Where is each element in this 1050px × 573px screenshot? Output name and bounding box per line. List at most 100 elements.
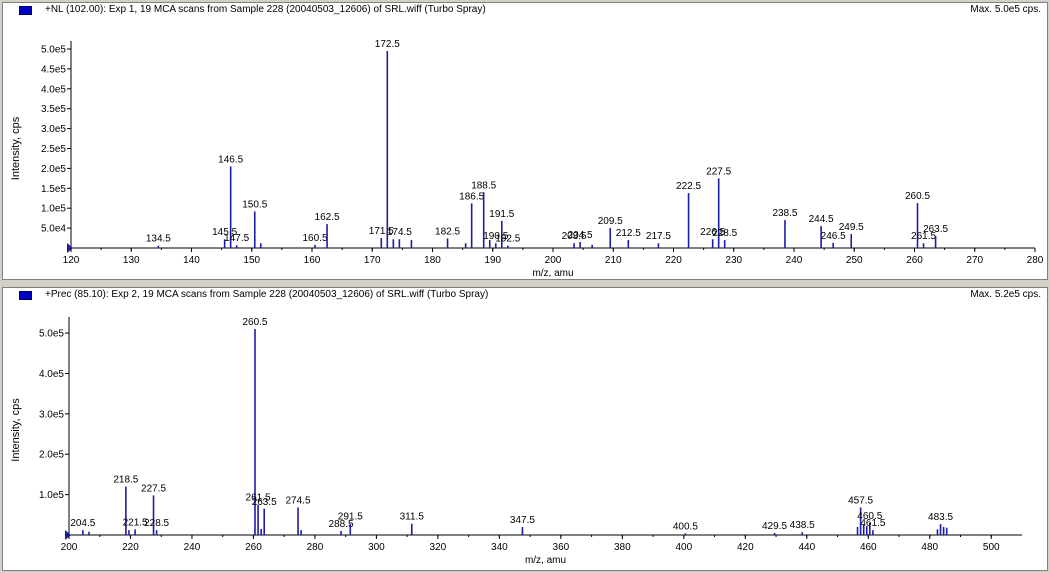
x-tick-label: 160	[304, 255, 321, 266]
peak-label: 204.5	[568, 230, 593, 241]
peak-label: 461.5	[860, 518, 885, 529]
x-tick-label: 220	[122, 542, 139, 553]
x-tick-label: 480	[921, 542, 938, 553]
x-tick-label: 220	[665, 255, 682, 266]
y-tick-label: 5.0e4	[41, 224, 66, 235]
peak-label: 174.5	[387, 227, 412, 238]
x-tick-label: 120	[63, 255, 80, 266]
x-tick-label: 340	[491, 542, 508, 553]
x-tick-label: 240	[786, 255, 803, 266]
x-axis-title: m/z, amu	[525, 555, 566, 566]
peak-label: 457.5	[848, 496, 873, 507]
x-tick-label: 240	[184, 542, 201, 553]
x-tick-label: 260	[245, 542, 262, 553]
y-tick-label: 2.0e5	[39, 450, 64, 461]
peak-label: 400.5	[673, 521, 698, 532]
y-tick-label: 4.5e5	[41, 64, 66, 75]
x-tick-label: 300	[368, 542, 385, 553]
x-tick-label: 380	[614, 542, 631, 553]
x-tick-label: 280	[307, 542, 324, 553]
panel-header: +Prec (85.10): Exp 2, 19 MCA scans from …	[3, 288, 1047, 302]
peak-label: 188.5	[471, 180, 496, 191]
peak-label: 249.5	[839, 222, 864, 233]
baseline-marker-icon	[65, 530, 71, 540]
peak-label: 162.5	[315, 212, 340, 223]
y-tick-label: 3.0e5	[41, 124, 66, 135]
peak-label: 228.5	[712, 228, 737, 239]
mass-spectrum-chart-1[interactable]: 120 130 140 150 160 170 180 190 200 210 220 230 240 2…	[3, 3, 1047, 279]
spectrum-panel-prec[interactable]: +Prec (85.10): Exp 2, 19 MCA scans from …	[2, 287, 1048, 571]
peak-label: 160.5	[302, 233, 327, 244]
x-tick-label: 440	[798, 542, 815, 553]
x-tick-label: 210	[605, 255, 622, 266]
peak-label: 260.5	[242, 317, 267, 328]
peak-label: 263.5	[923, 224, 948, 235]
y-tick-label: 3.0e5	[39, 409, 64, 420]
peak-label: 274.5	[286, 496, 311, 507]
peak-label: 460.5	[857, 511, 882, 522]
peak-label: 192.5	[495, 234, 520, 245]
x-tick-label: 500	[983, 542, 1000, 553]
peak-label: 191.5	[489, 209, 514, 220]
peak-label: 222.5	[676, 181, 701, 192]
y-tick-label: 1.5e5	[41, 184, 66, 195]
panel-title: +NL (102.00): Exp 1, 19 MCA scans from S…	[45, 4, 486, 15]
peak-label: 146.5	[218, 154, 243, 165]
peak-label: 238.5	[772, 208, 797, 219]
x-tick-label: 260	[906, 255, 923, 266]
y-tick-label: 1.0e5	[41, 204, 66, 215]
panel-title: +Prec (85.10): Exp 2, 19 MCA scans from …	[45, 289, 489, 300]
x-tick-label: 130	[123, 255, 140, 266]
peak-label: 204.5	[70, 518, 95, 529]
x-tick-label: 250	[846, 255, 863, 266]
peak-label: 190.5	[483, 231, 508, 242]
peak-label: 246.5	[821, 231, 846, 242]
x-tick-label: 140	[183, 255, 200, 266]
y-tick-label: 2.5e5	[41, 144, 66, 155]
max-intensity-label: Max. 5.0e5 cps.	[970, 4, 1041, 15]
peak-label: 212.5	[616, 228, 641, 239]
y-tick-label: 1.0e5	[39, 490, 64, 501]
peak-label: 171.5	[369, 226, 394, 237]
peak-label: 438.5	[790, 520, 815, 531]
y-axis-title: Intensity, cps	[10, 116, 22, 180]
x-tick-label: 180	[424, 255, 441, 266]
max-intensity-label: Max. 5.2e5 cps.	[970, 289, 1041, 300]
peak-label: 288.5	[329, 519, 354, 530]
peak-label: 145.5	[212, 227, 237, 238]
y-tick-label: 2.0e5	[41, 164, 66, 175]
peak-label: 244.5	[809, 214, 834, 225]
mass-spectrum-chart-2[interactable]: 200 220 240 260 280 300 320 340 360 380 400 420 440 4…	[3, 288, 1047, 570]
peak-label: 291.5	[338, 512, 363, 523]
peak-label: 217.5	[646, 231, 671, 242]
spectrum-panel-nl[interactable]: +NL (102.00): Exp 1, 19 MCA scans from S…	[2, 2, 1048, 280]
x-axis-title: m/z, amu	[532, 268, 573, 279]
peak-label: 228.5	[144, 518, 169, 529]
y-tick-label: 5.0e5	[39, 329, 64, 340]
trace-color-icon[interactable]	[19, 6, 32, 15]
baseline-marker-icon	[67, 243, 73, 253]
x-tick-label: 320	[430, 542, 447, 553]
peak-label: 227.5	[141, 483, 166, 494]
panel-header: +NL (102.00): Exp 1, 19 MCA scans from S…	[3, 3, 1047, 17]
x-tick-label: 200	[545, 255, 562, 266]
peak-label: 429.5	[762, 521, 787, 532]
peak-label: 263.5	[252, 497, 277, 508]
x-tick-label: 190	[484, 255, 501, 266]
y-tick-label: 3.5e5	[41, 104, 66, 115]
x-tick-label: 360	[553, 542, 570, 553]
peak-label: 150.5	[242, 199, 267, 210]
x-tick-label: 280	[1027, 255, 1044, 266]
trace-color-icon[interactable]	[19, 291, 32, 300]
peak-label: 226.5	[700, 227, 725, 238]
peak-label: 172.5	[375, 39, 400, 50]
x-tick-label: 400	[675, 542, 692, 553]
peak-label: 134.5	[146, 234, 171, 245]
x-tick-label: 230	[725, 255, 742, 266]
peak-label: 209.5	[598, 216, 623, 227]
peak-label: 147.5	[224, 233, 249, 244]
peak-label: 203.5	[562, 231, 587, 242]
peak-label: 311.5	[400, 512, 425, 523]
y-axis-title: Intensity, cps	[10, 398, 22, 462]
y-tick-label: 5.0e5	[41, 45, 66, 56]
